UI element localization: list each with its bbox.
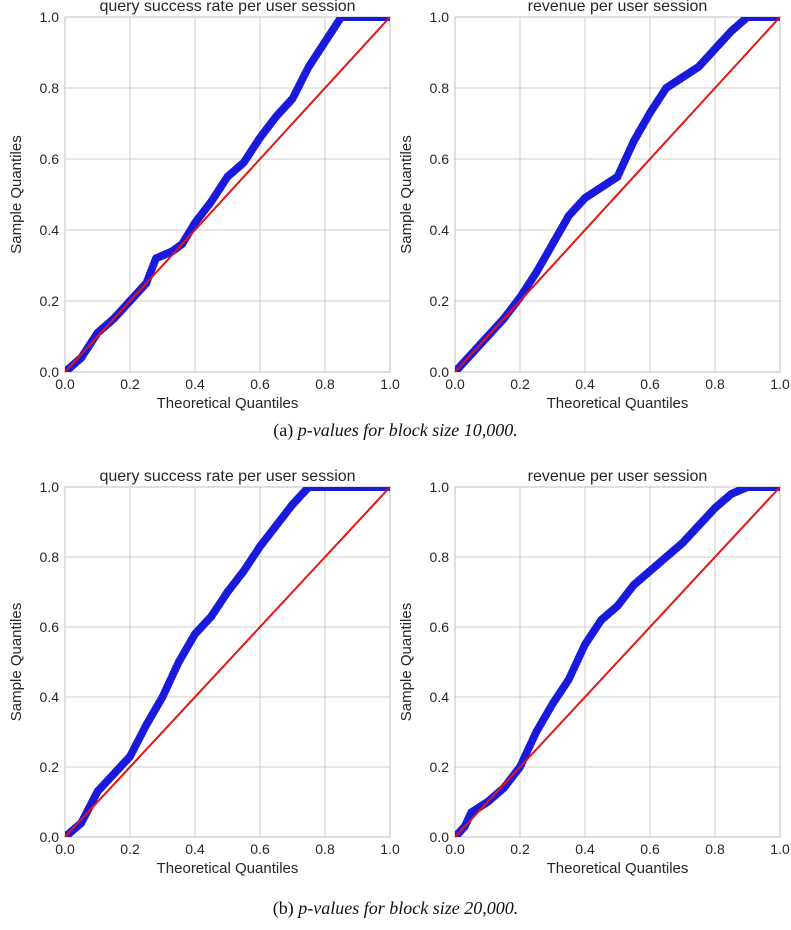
x-tick-label: 0.6	[640, 841, 660, 857]
chart-panel-2: revenue per user session 0.0 0.2 0.4 0.6 0.8 1…	[398, 0, 790, 412]
y-axis-label: Sample Quantiles	[398, 603, 415, 721]
x-tick-label: 0.8	[315, 841, 335, 857]
x-tick-label: 0.8	[705, 376, 725, 392]
y-tick-label: 0.2	[430, 293, 450, 309]
reference-line	[454, 486, 781, 838]
y-tick-label: 0.0	[40, 364, 60, 380]
reference-line	[64, 486, 391, 838]
x-tick-label: 0.2	[510, 841, 530, 857]
y-tick-label: 1.0	[40, 9, 60, 25]
y-tick-label: 1.0	[430, 479, 450, 495]
y-axis-label: Sample Quantiles	[8, 135, 25, 253]
y-tick-label: 0.4	[430, 689, 450, 705]
x-tick-label: 0.8	[705, 841, 725, 857]
x-axis-label: Theoretical Quantiles	[157, 395, 299, 412]
reference-line	[454, 16, 781, 373]
chart-title: revenue per user session	[528, 0, 708, 15]
y-tick-label: 0.2	[40, 293, 60, 309]
chart-title: query success rate per user session	[99, 468, 355, 485]
x-axis-label: Theoretical Quantiles	[547, 860, 689, 877]
x-tick-label: 0.6	[250, 841, 270, 857]
y-tick-label: 0.4	[40, 222, 60, 238]
y-axis-label: Sample Quantiles	[398, 135, 415, 253]
y-tick-label: 0.0	[430, 829, 450, 845]
y-tick-label: 0.8	[430, 549, 450, 565]
y-tick-label: 0.6	[40, 619, 60, 635]
plot-frame	[64, 16, 391, 373]
y-tick-label: 0.6	[430, 151, 450, 167]
y-tick-label: 1.0	[430, 9, 450, 25]
y-tick-label: 0.6	[40, 151, 60, 167]
x-tick-label: 1.0	[770, 841, 790, 857]
y-tick-label: 1.0	[40, 479, 60, 495]
y-tick-label: 0.0	[430, 364, 450, 380]
x-tick-label: 0.2	[510, 376, 530, 392]
y-tick-label: 0.4	[40, 689, 60, 705]
reference-line	[64, 16, 391, 373]
x-tick-label: 0.6	[640, 376, 660, 392]
y-tick-label: 0.4	[430, 222, 450, 238]
x-tick-label: 0.2	[120, 376, 140, 392]
plot-frame	[64, 486, 391, 838]
x-tick-label: 0.0	[55, 376, 75, 392]
caption-b-label: (b)	[272, 898, 294, 918]
x-tick-label: 0.4	[575, 376, 595, 392]
x-tick-label: 0.2	[120, 841, 140, 857]
caption-a-text: p-values for block size 10,000.	[297, 420, 518, 440]
y-tick-label: 0.2	[430, 759, 450, 775]
x-tick-label: 0.0	[445, 376, 465, 392]
x-tick-label: 0.0	[55, 841, 75, 857]
x-tick-label: 1.0	[380, 841, 400, 857]
y-tick-label: 0.8	[40, 549, 60, 565]
y-tick-label: 0.8	[40, 80, 60, 96]
plot-frame	[454, 486, 781, 838]
y-axis-label: Sample Quantiles	[8, 603, 25, 721]
x-tick-label: 1.0	[770, 376, 790, 392]
x-tick-label: 0.4	[185, 376, 205, 392]
chart-title: query success rate per user session	[99, 0, 355, 15]
x-tick-label: 0.4	[185, 841, 205, 857]
x-tick-label: 0.6	[250, 376, 270, 392]
chart-panel-4: revenue per user session 0.0 0.2 0.4 0.6 0.8 1…	[398, 468, 790, 877]
y-tick-label: 0.0	[40, 829, 60, 845]
x-axis-label: Theoretical Quantiles	[157, 860, 299, 877]
x-tick-label: 0.8	[315, 376, 335, 392]
chart-title: revenue per user session	[528, 468, 708, 485]
caption-a-label: (a)	[273, 420, 294, 440]
y-tick-label: 0.6	[430, 619, 450, 635]
plot-frame	[454, 16, 781, 373]
caption-b: (b) p-values for block size 20,000.	[0, 898, 791, 919]
y-tick-label: 0.2	[40, 759, 60, 775]
x-axis-label: Theoretical Quantiles	[547, 395, 689, 412]
y-tick-label: 0.8	[430, 80, 450, 96]
caption-a: (a) p-values for block size 10,000.	[0, 420, 791, 441]
x-tick-label: 0.4	[575, 841, 595, 857]
x-tick-label: 0.0	[445, 841, 465, 857]
x-tick-label: 1.0	[380, 376, 400, 392]
caption-b-text: p-values for block size 20,000.	[298, 898, 519, 918]
